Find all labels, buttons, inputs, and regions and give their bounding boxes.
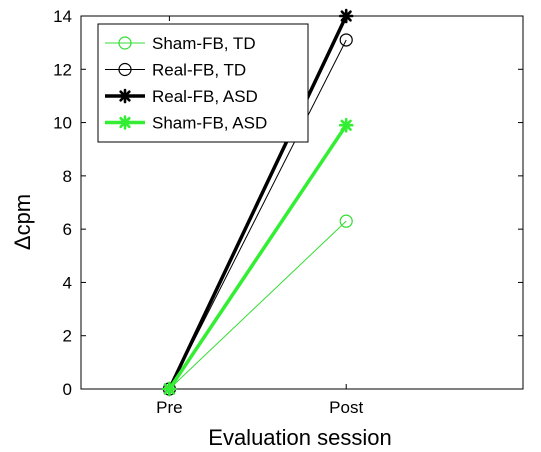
y-tick-label: 8 [63, 167, 72, 186]
plot-frame [80, 15, 524, 390]
y-tick-label: 6 [63, 220, 72, 239]
y-tick-label: 14 [53, 7, 72, 26]
x-tick-label: Post [329, 398, 363, 417]
data-point [338, 117, 354, 133]
series-3 [162, 117, 354, 397]
data-point [338, 8, 354, 24]
series-line [169, 220, 347, 390]
data-point [339, 214, 353, 228]
y-tick-label: 10 [53, 114, 72, 133]
y-tick-label: 4 [63, 273, 72, 292]
legend-label: Real-FB, TD [152, 61, 246, 80]
series-line [167, 124, 348, 390]
legend-label: Sham-FB, ASD [152, 114, 267, 133]
legend-marker [118, 62, 132, 77]
legend-marker [118, 36, 132, 50]
y-axis-title: Δcpm [10, 194, 35, 250]
legend-entry: Real-FB, ASD [105, 87, 258, 106]
x-tick-label: Pre [156, 398, 182, 417]
x-axis-title: Evaluation session [208, 425, 391, 450]
legend-label: Real-FB, ASD [152, 87, 258, 106]
y-tick-label: 2 [63, 327, 72, 346]
legend-label: Sham-FB, TD [152, 34, 256, 53]
legend-marker [117, 115, 133, 130]
data-point [339, 33, 353, 47]
legend-entry: Real-FB, TD [105, 61, 246, 80]
series-0 [162, 214, 353, 396]
y-tick-label: 12 [53, 60, 72, 79]
series-line [167, 15, 348, 390]
legend-marker [117, 88, 133, 104]
legend-entry: Sham-FB, ASD [105, 114, 267, 133]
legend-entry: Sham-FB, TD [105, 34, 256, 53]
y-tick-label: 0 [63, 380, 72, 399]
data-point [162, 381, 177, 397]
